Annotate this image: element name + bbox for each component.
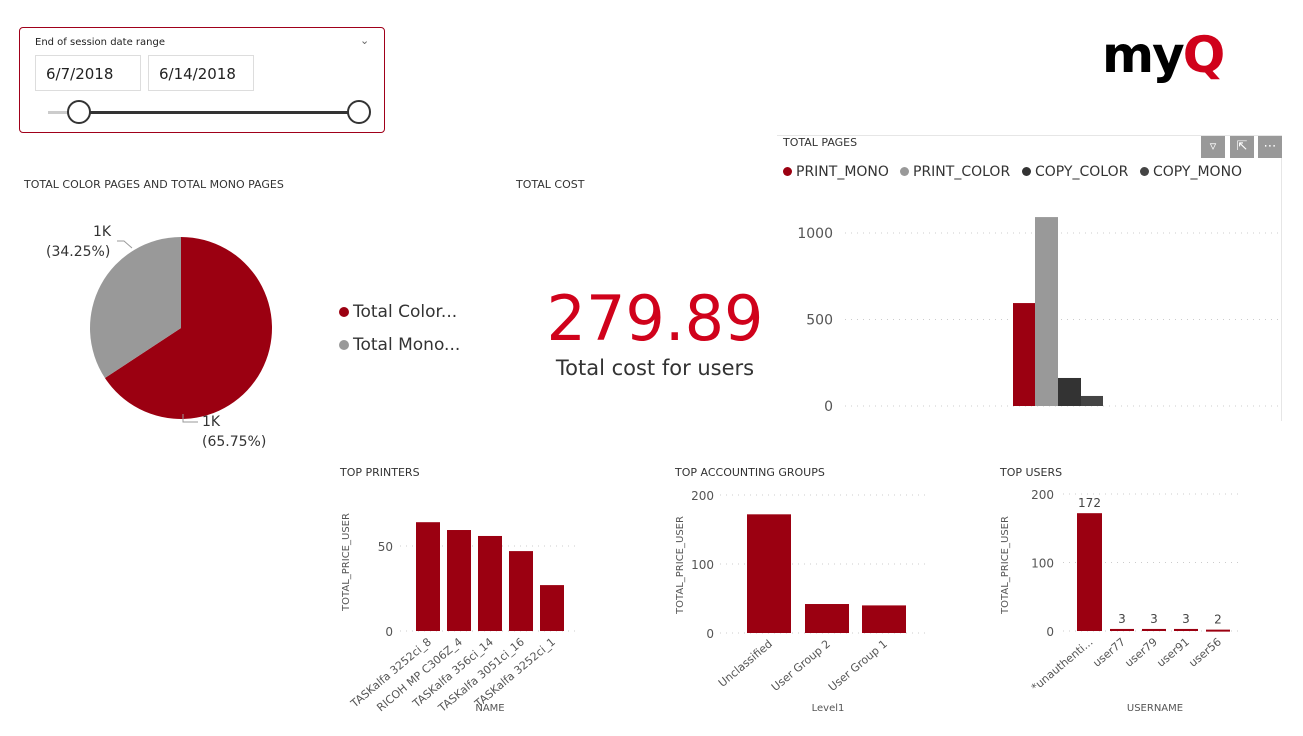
myq-logo: myQ bbox=[1102, 26, 1225, 84]
bar bbox=[1142, 628, 1166, 631]
bar-print-mono bbox=[1013, 303, 1035, 406]
pie-label-value: 1K bbox=[202, 414, 221, 430]
legend-item-print-mono[interactable]: PRINT_MONO bbox=[783, 164, 889, 180]
y-tick-label: 200 bbox=[1031, 488, 1054, 502]
bar bbox=[1110, 628, 1134, 631]
legend-label: Total Mono... bbox=[353, 335, 461, 355]
pie-title: TOTAL COLOR PAGES AND TOTAL MONO PAGES bbox=[24, 178, 284, 191]
filter-icon[interactable]: ▿ bbox=[1201, 136, 1225, 158]
legend-item-copy-color[interactable]: COPY_COLOR bbox=[1022, 164, 1128, 180]
legend-item-print-color[interactable]: PRINT_COLOR bbox=[900, 164, 1010, 180]
bar bbox=[747, 514, 791, 633]
more-options-button[interactable]: ⋯ bbox=[1258, 136, 1282, 158]
bar bbox=[1206, 629, 1230, 632]
legend-dot bbox=[1140, 167, 1149, 176]
legend-label: COPY_MONO bbox=[1153, 164, 1243, 180]
pie-label-pct: (34.25%) bbox=[46, 244, 111, 260]
x-tick-label: Unclassified bbox=[716, 637, 775, 689]
legend-dot bbox=[900, 167, 909, 176]
y-tick-label: 200 bbox=[691, 489, 714, 503]
bar-print-color bbox=[1035, 217, 1058, 406]
legend-dot bbox=[339, 307, 349, 317]
legend-dot bbox=[339, 340, 349, 350]
y-tick-label: 100 bbox=[1031, 557, 1054, 571]
date-range-slicer: End of session date range ⌄ 6/7/2018 6/1… bbox=[19, 27, 385, 133]
bar bbox=[1077, 513, 1102, 631]
slicer-label: End of session date range bbox=[35, 37, 165, 48]
pie-label-value: 1K bbox=[93, 224, 112, 240]
x-axis-label: NAME bbox=[475, 703, 504, 714]
y-tick-label: 50 bbox=[378, 540, 393, 554]
kpi-label: Total cost for users bbox=[555, 356, 755, 380]
legend-label: PRINT_COLOR bbox=[913, 164, 1011, 180]
y-tick-label: 0 bbox=[385, 625, 393, 639]
bar-copy-color bbox=[1058, 377, 1081, 406]
top-printers-title: TOP PRINTERS bbox=[340, 466, 420, 479]
x-tick-label: *unauthenti... bbox=[1029, 635, 1096, 694]
bar bbox=[862, 605, 906, 633]
bar bbox=[509, 551, 533, 631]
total-pages-title: TOTAL PAGES bbox=[783, 136, 858, 149]
legend-item-copy-mono[interactable]: COPY_MONO bbox=[1140, 164, 1242, 180]
bar bbox=[540, 585, 564, 631]
y-tick-label: 0 bbox=[1046, 625, 1054, 639]
pie-label-pct: (65.75%) bbox=[202, 434, 267, 450]
legend-label: PRINT_MONO bbox=[796, 164, 889, 180]
bar bbox=[447, 530, 471, 631]
bar bbox=[416, 522, 440, 631]
data-label: 3 bbox=[1118, 612, 1126, 626]
x-tick-label: User Group 1 bbox=[826, 637, 890, 694]
x-tick-label: User Group 2 bbox=[769, 637, 833, 694]
data-label: 172 bbox=[1078, 496, 1101, 510]
total-pages-visual bbox=[777, 135, 1282, 421]
legend-dot bbox=[1022, 167, 1031, 176]
y-tick-label: 1000 bbox=[797, 226, 833, 242]
top-groups-title: TOP ACCOUNTING GROUPS bbox=[675, 466, 825, 479]
bar bbox=[1174, 628, 1198, 631]
y-axis-label: TOTAL_PRICE_USER bbox=[1000, 516, 1011, 615]
data-label: 3 bbox=[1182, 612, 1190, 626]
bar bbox=[478, 535, 502, 631]
pie-leader-line bbox=[182, 414, 198, 423]
data-label: 3 bbox=[1150, 612, 1158, 626]
y-tick-label: 0 bbox=[706, 627, 714, 641]
x-axis-label: Level1 bbox=[812, 703, 845, 714]
data-label: 2 bbox=[1214, 613, 1222, 627]
x-tick-label: user77 bbox=[1090, 635, 1127, 669]
end-date-input[interactable]: 6/14/2018 bbox=[148, 55, 254, 91]
legend-label: Total Color... bbox=[353, 302, 458, 322]
pie-leader-line bbox=[117, 240, 133, 249]
x-tick-label: user79 bbox=[1122, 635, 1159, 669]
y-tick-label: 100 bbox=[691, 558, 714, 572]
kpi-value: 279.89 bbox=[546, 282, 764, 355]
y-tick-label: 0 bbox=[824, 399, 833, 415]
kpi-title: TOTAL COST bbox=[516, 178, 585, 191]
focus-mode-icon[interactable]: ⇱ bbox=[1230, 136, 1254, 158]
x-tick-label: user91 bbox=[1154, 635, 1191, 669]
y-axis-label: TOTAL_PRICE_USER bbox=[675, 516, 686, 615]
y-axis-label: TOTAL_PRICE_USER bbox=[341, 513, 352, 612]
top-users-title: TOP USERS bbox=[1000, 466, 1063, 479]
legend-dot bbox=[783, 167, 792, 176]
slider-start-handle[interactable] bbox=[67, 100, 91, 124]
slider-range bbox=[79, 111, 360, 114]
bar bbox=[805, 604, 849, 633]
y-tick-label: 500 bbox=[806, 313, 833, 329]
bar-copy-mono bbox=[1081, 395, 1103, 406]
legend-item-total-mono[interactable]: Total Mono... bbox=[339, 335, 460, 355]
x-axis-label: USERNAME bbox=[1127, 703, 1183, 714]
start-date-input[interactable]: 6/7/2018 bbox=[35, 55, 141, 91]
pie-slice bbox=[104, 237, 272, 419]
slider-end-handle[interactable] bbox=[347, 100, 371, 124]
legend-label: COPY_COLOR bbox=[1035, 164, 1129, 180]
chevron-down-icon[interactable]: ⌄ bbox=[360, 34, 370, 47]
legend-item-total-color[interactable]: Total Color... bbox=[339, 302, 457, 322]
pie-slice bbox=[90, 237, 181, 378]
x-tick-label: user56 bbox=[1186, 635, 1223, 669]
